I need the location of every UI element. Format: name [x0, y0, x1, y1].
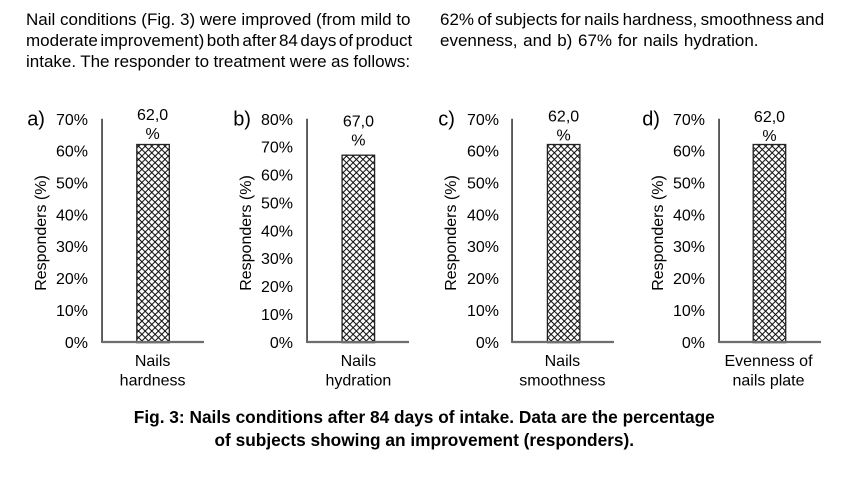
svg-text:Responders (%): Responders (%)	[443, 175, 460, 291]
svg-text:30%: 30%	[56, 239, 88, 256]
svg-text:Nails: Nails	[545, 353, 581, 370]
svg-text:20%: 20%	[467, 271, 499, 288]
svg-text:62,0: 62,0	[754, 109, 785, 126]
svg-text:0%: 0%	[682, 335, 705, 352]
svg-text:70%: 70%	[56, 112, 88, 129]
svg-text:0%: 0%	[270, 335, 293, 352]
svg-text:Responders (%): Responders (%)	[33, 175, 50, 291]
svg-text:a): a)	[27, 109, 45, 131]
svg-text:60%: 60%	[467, 144, 499, 161]
svg-text:d): d)	[642, 109, 660, 131]
svg-text:Nails: Nails	[135, 353, 171, 370]
svg-text:10%: 10%	[467, 303, 499, 320]
svg-text:c): c)	[438, 109, 455, 131]
svg-text:50%: 50%	[467, 175, 499, 192]
svg-text:50%: 50%	[56, 175, 88, 192]
svg-text:nails plate: nails plate	[732, 373, 804, 390]
svg-text:30%: 30%	[261, 251, 293, 268]
svg-text:10%: 10%	[56, 303, 88, 320]
svg-text:%: %	[762, 128, 776, 145]
svg-text:20%: 20%	[261, 279, 293, 296]
svg-text:20%: 20%	[673, 271, 705, 288]
svg-text:10%: 10%	[673, 303, 705, 320]
svg-text:50%: 50%	[673, 175, 705, 192]
svg-text:30%: 30%	[673, 239, 705, 256]
svg-text:Nails: Nails	[341, 353, 377, 370]
svg-text:10%: 10%	[261, 307, 293, 324]
svg-text:60%: 60%	[56, 144, 88, 161]
svg-text:40%: 40%	[673, 207, 705, 224]
svg-text:62,0: 62,0	[548, 109, 579, 126]
svg-text:20%: 20%	[56, 271, 88, 288]
svg-text:0%: 0%	[65, 335, 88, 352]
svg-text:hydration: hydration	[325, 373, 391, 390]
svg-text:smoothness: smoothness	[519, 373, 605, 390]
svg-text:70%: 70%	[261, 140, 293, 157]
svg-text:60%: 60%	[673, 144, 705, 161]
svg-text:%: %	[145, 126, 159, 143]
svg-text:67,0: 67,0	[343, 114, 374, 131]
svg-text:Evenness of: Evenness of	[724, 353, 813, 370]
svg-text:hardness: hardness	[120, 373, 186, 390]
svg-text:40%: 40%	[261, 223, 293, 240]
svg-text:80%: 80%	[261, 112, 293, 129]
svg-text:Responders (%): Responders (%)	[650, 175, 667, 291]
svg-text:40%: 40%	[467, 207, 499, 224]
svg-text:62,0: 62,0	[137, 107, 168, 124]
svg-text:0%: 0%	[476, 335, 499, 352]
svg-text:50%: 50%	[261, 195, 293, 212]
svg-text:70%: 70%	[673, 112, 705, 129]
svg-text:60%: 60%	[261, 168, 293, 185]
svg-text:70%: 70%	[467, 112, 499, 129]
svg-text:%: %	[351, 133, 365, 150]
svg-text:b): b)	[233, 109, 251, 131]
svg-text:%: %	[556, 128, 570, 145]
svg-text:40%: 40%	[56, 207, 88, 224]
svg-text:Responders (%): Responders (%)	[238, 175, 255, 291]
svg-text:30%: 30%	[467, 239, 499, 256]
